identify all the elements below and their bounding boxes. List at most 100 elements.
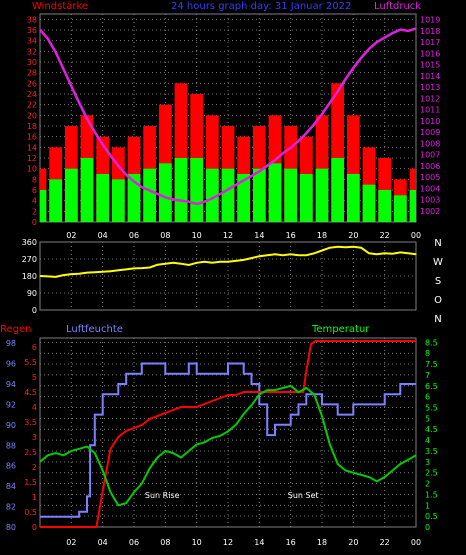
time-tick-label: 10 xyxy=(192,231,202,240)
pressure-tick-label: 1006 xyxy=(420,162,440,171)
wind-direction-point xyxy=(172,262,174,264)
wind-direction-point xyxy=(78,273,80,275)
climate-marks xyxy=(39,340,417,528)
humidity-tick-label: 90 xyxy=(6,421,16,430)
wind-direction-point xyxy=(258,255,260,257)
pressure-point xyxy=(305,132,307,134)
rain-tick-label: 6 xyxy=(32,343,37,352)
wind-direction-marks xyxy=(39,245,417,278)
wind-bar xyxy=(393,195,407,222)
pressure-tick-label: 1009 xyxy=(420,128,440,137)
pressure-point xyxy=(235,184,237,186)
wind-direction-point xyxy=(290,253,292,255)
pressure-point xyxy=(196,203,198,205)
pressure-point xyxy=(125,174,127,176)
wind-bar xyxy=(80,158,94,222)
wind-bar xyxy=(64,168,78,222)
pressure-point xyxy=(39,29,41,31)
pressure-point xyxy=(415,28,417,30)
wind-direction-point xyxy=(94,271,96,273)
wind-direction-point xyxy=(164,263,166,265)
pressure-point xyxy=(344,78,347,80)
pressure-tick-label: 1008 xyxy=(420,139,440,148)
humidity-line xyxy=(40,362,416,518)
temperature-tick-label: 2 xyxy=(425,480,430,489)
humidity-tick-label: 80 xyxy=(6,523,16,532)
wind-direction-point xyxy=(250,257,253,259)
humidity-axis-label: Luftfeuchte xyxy=(66,324,123,335)
wind-direction-point xyxy=(70,273,72,275)
pressure-tick-label: 1013 xyxy=(420,83,440,92)
wind-direction-point xyxy=(117,269,119,271)
time-tick-label: 12 xyxy=(223,231,233,240)
wind-tick-label: 14 xyxy=(27,143,37,152)
wind-direction-point xyxy=(352,246,354,248)
rain-tick-label: 3.5 xyxy=(24,418,37,427)
wind-tick-label: 28 xyxy=(27,69,37,78)
humidity-tick-label: 84 xyxy=(6,482,16,491)
pressure-point xyxy=(290,147,292,149)
pressure-point xyxy=(376,41,378,43)
pressure-point xyxy=(70,85,72,87)
temperature-tick-label: 6 xyxy=(425,393,430,402)
humidity-tick-label: 98 xyxy=(6,339,16,348)
temperature-tick-label: 1.5 xyxy=(425,490,438,499)
pressure-point xyxy=(47,38,49,40)
wind-bar xyxy=(252,168,266,222)
compass-label: W xyxy=(433,257,443,268)
wind-direction-point xyxy=(321,249,323,252)
temperature-tick-label: 0.5 xyxy=(425,512,438,521)
time-tick-label: 08 xyxy=(160,231,170,240)
time-tick-label: 14 xyxy=(254,231,264,240)
wind-direction-point xyxy=(415,253,417,255)
wind-bar xyxy=(237,174,251,222)
pressure-tick-label: 1003 xyxy=(420,196,440,205)
pressure-point xyxy=(149,189,151,192)
wind-tick-label: 18 xyxy=(27,122,37,131)
wind-direction-point xyxy=(407,252,409,254)
wind-bar xyxy=(331,158,345,222)
wind-direction-point xyxy=(305,254,307,256)
wind-direction-point xyxy=(125,268,127,270)
temperature-tick-label: 0 xyxy=(425,523,430,532)
pressure-tick-label: 1010 xyxy=(420,117,440,126)
wind-bar xyxy=(409,190,416,222)
time-tick-label: 04 xyxy=(98,538,108,547)
wind-direction-point xyxy=(266,254,268,256)
wind-direction-point xyxy=(219,261,221,263)
direction-tick-label: 180 xyxy=(22,272,37,281)
time-tick-label: 16 xyxy=(286,231,296,240)
temperature-line xyxy=(39,384,417,507)
wind-tick-label: 32 xyxy=(27,47,37,56)
time-tick-label: 04 xyxy=(98,231,108,240)
rain-line xyxy=(40,340,416,528)
time-tick-label: 18 xyxy=(317,538,327,547)
wind-direction-point xyxy=(156,264,159,266)
wind-tick-label: 24 xyxy=(27,90,37,99)
wind-direction-point xyxy=(203,261,206,263)
pressure-point xyxy=(55,51,57,53)
pressure-point xyxy=(274,159,276,161)
humidity-tick-label: 88 xyxy=(6,441,16,450)
wind-tick-label: 12 xyxy=(27,154,37,163)
time-tick-label: 12 xyxy=(223,538,233,547)
humidity-tick-label: 96 xyxy=(6,360,16,369)
humidity-tick-label: 92 xyxy=(6,400,16,409)
wind-bar xyxy=(40,190,47,222)
pressure-point xyxy=(109,155,112,157)
temperature-tick-label: 7 xyxy=(425,371,430,380)
time-tick-label: 16 xyxy=(286,538,296,547)
temperature-tick-label: 3.5 xyxy=(425,447,438,456)
wind-direction-point xyxy=(149,266,151,269)
wind-direction-point xyxy=(313,252,315,254)
temperature-tick-label: 6.5 xyxy=(425,382,438,391)
wind-bar xyxy=(299,174,313,222)
wind-bar xyxy=(127,174,141,222)
pressure-tick-label: 1004 xyxy=(420,184,440,193)
pressure-point xyxy=(329,102,331,104)
chart-title: 24 hours graph day: 31 Januar 2022 xyxy=(171,1,351,12)
time-tick-label: 00 xyxy=(411,231,421,240)
pressure-tick-label: 1007 xyxy=(420,151,440,160)
